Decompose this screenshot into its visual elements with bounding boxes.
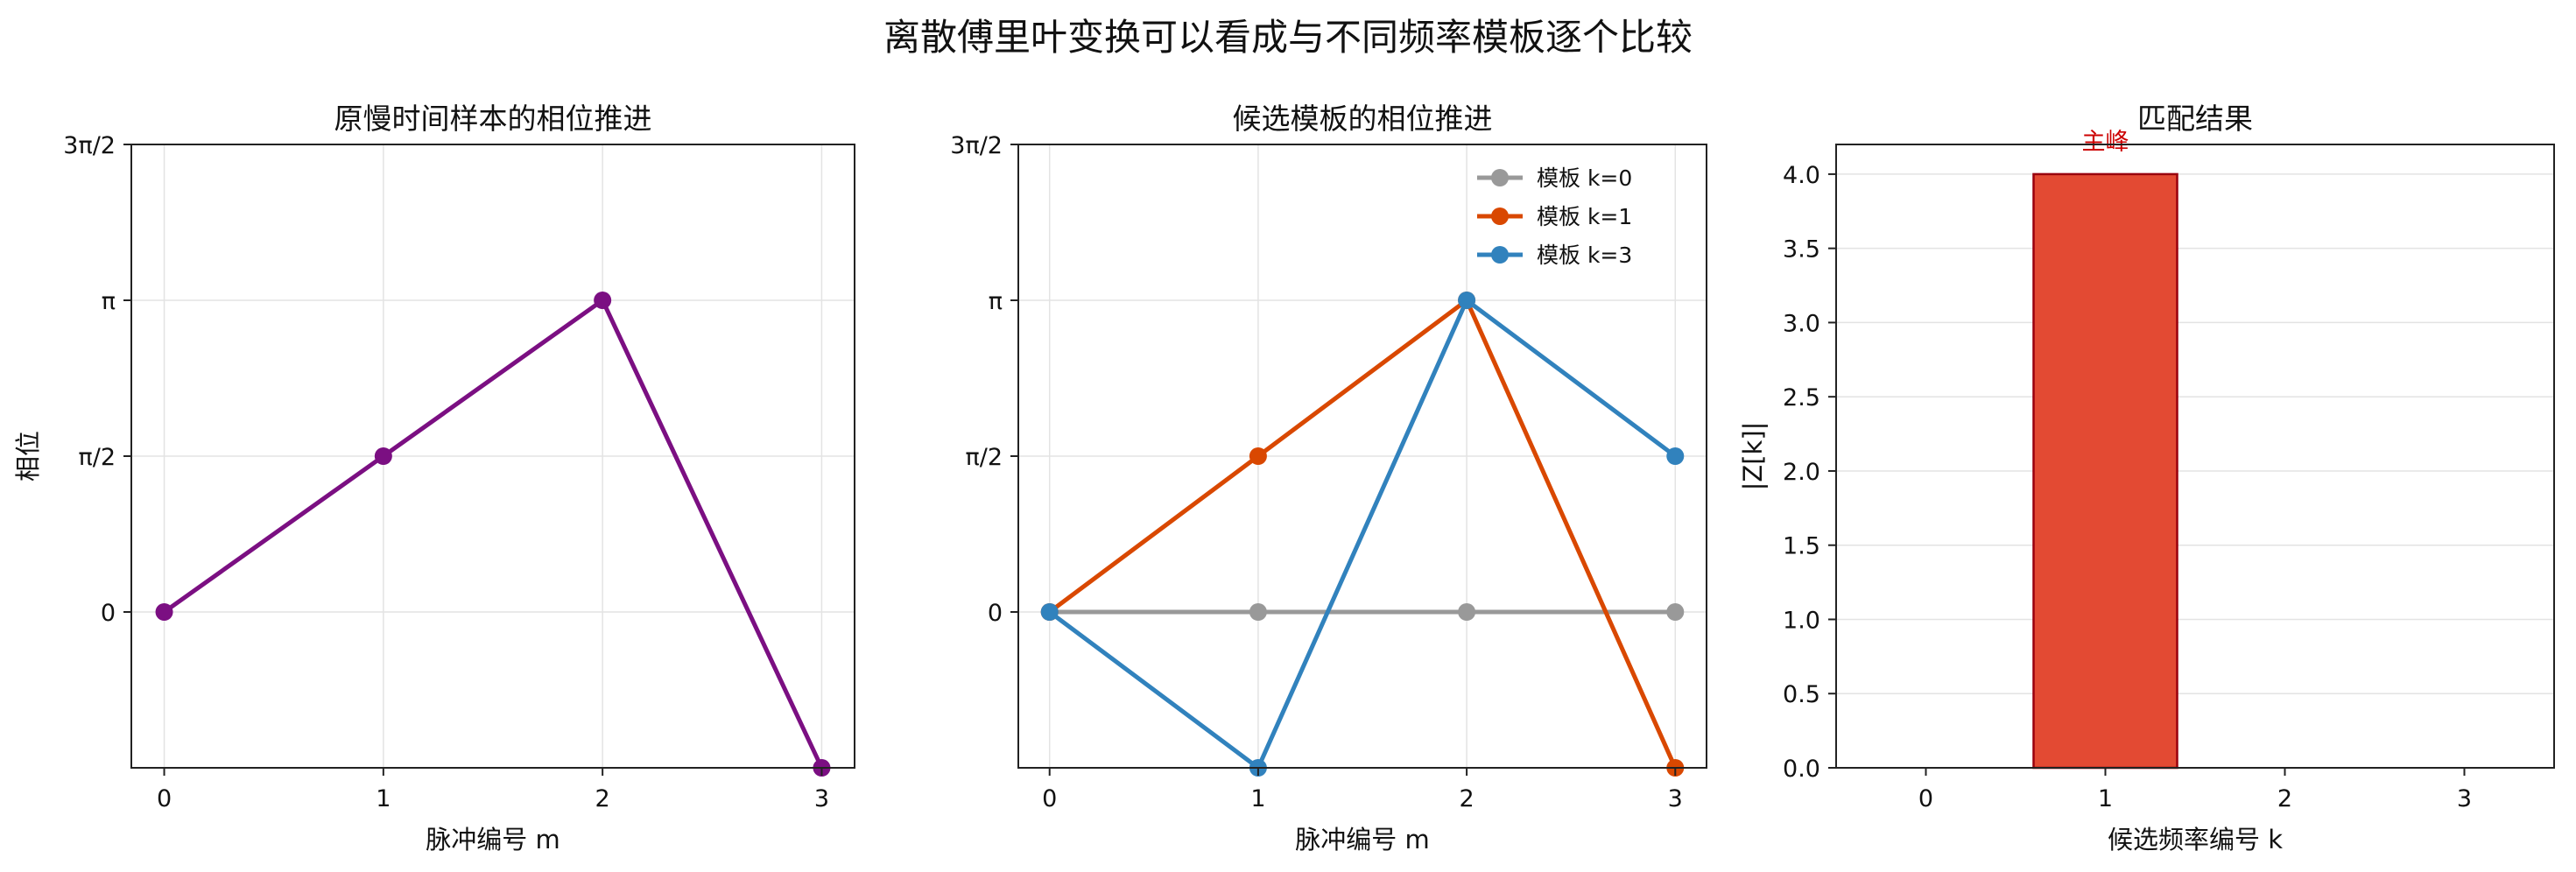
- y-tick-label: 1.5: [1783, 533, 1820, 560]
- x-axis-label: 脉冲编号 m: [1295, 825, 1429, 854]
- series-line-2: [1048, 298, 1678, 770]
- x-tick-label: 0: [1042, 785, 1057, 812]
- series-1-point: [1458, 603, 1476, 621]
- y-axis-label: 相位: [13, 431, 43, 482]
- y-tick-label: 2.5: [1783, 384, 1820, 411]
- chart-title: 原慢时间样本的相位推进: [334, 102, 652, 136]
- y-tick-label: 3π/2: [950, 132, 1003, 159]
- legend-marker-2: [1491, 207, 1509, 225]
- x-tick-label: 0: [1918, 785, 1933, 812]
- x-tick-label: 2: [1459, 785, 1474, 812]
- chart-title: 匹配结果: [2137, 102, 2253, 136]
- series-3-point: [1040, 603, 1059, 621]
- y-tick-label: 2.0: [1783, 459, 1820, 486]
- series-2-point: [1249, 447, 1267, 465]
- peak-annotation: 主峰: [2082, 129, 2129, 156]
- x-tick-label: 1: [376, 785, 391, 812]
- y-tick-label: 0: [101, 600, 116, 627]
- chart-title: 候选模板的相位推进: [1233, 102, 1493, 136]
- chart-panel-3: 主峰 0 1 2 3 0.0 0.5 1.0 1.5 2.0 2.5 3.0 3.5 4.0 匹配结果候选频…: [1738, 102, 2555, 854]
- x-tick-label: 3: [2457, 785, 2472, 812]
- y-tick-label: 3.0: [1783, 310, 1820, 337]
- series-line-1: [163, 298, 824, 770]
- y-tick-label: π: [989, 288, 1003, 315]
- legend-label-1: 模板 k=0: [1537, 165, 1632, 191]
- y-tick-label: 0.5: [1783, 681, 1820, 708]
- y-axis-label: |Z[k]|: [1738, 422, 1768, 491]
- legend: 模板 k=0 模板 k=1 模板 k=3: [1477, 165, 1632, 268]
- x-tick-label: 2: [595, 785, 610, 812]
- y-tick-label: π/2: [78, 444, 116, 471]
- series-3-point: [1458, 292, 1476, 309]
- y-tick-label: π/2: [965, 444, 1003, 471]
- y-tick-label: 3.5: [1783, 236, 1820, 264]
- figure-title: 离散傅里叶变换可以看成与不同频率模板逐个比较: [883, 16, 1693, 59]
- axes-frame: [1835, 144, 2555, 769]
- y-tick-label: 4.0: [1783, 162, 1820, 189]
- y-tick-label: 0: [988, 600, 1003, 627]
- legend-marker-1: [1491, 169, 1509, 186]
- legend-marker-3: [1491, 246, 1509, 264]
- x-tick-label: 1: [2098, 785, 2113, 812]
- series-3-point: [1666, 447, 1685, 465]
- legend-label-2: 模板 k=1: [1537, 204, 1632, 229]
- y-tick-label: 0.0: [1783, 756, 1820, 783]
- series-1-point: [155, 603, 173, 621]
- series-1-point: [1249, 603, 1267, 621]
- y-tick-label: π: [102, 288, 116, 315]
- x-tick-label: 1: [1250, 785, 1265, 812]
- series-1-point: [374, 447, 392, 465]
- x-tick-label: 3: [814, 785, 829, 812]
- x-tick-label: 0: [157, 785, 172, 812]
- series-1-point: [594, 292, 612, 309]
- legend-label-3: 模板 k=3: [1537, 243, 1632, 268]
- y-tick-label: 1.0: [1783, 607, 1820, 634]
- y-tick-label: 3π/2: [63, 132, 116, 159]
- bar-k1: [2032, 172, 2178, 770]
- x-axis-label: 脉冲编号 m: [426, 825, 560, 854]
- series-1-point: [1666, 603, 1685, 621]
- x-tick-label: 2: [2277, 785, 2292, 812]
- series-line-3: [1048, 298, 1677, 770]
- x-axis-label: 候选频率编号 k: [2108, 825, 2283, 854]
- x-tick-label: 3: [1668, 785, 1683, 812]
